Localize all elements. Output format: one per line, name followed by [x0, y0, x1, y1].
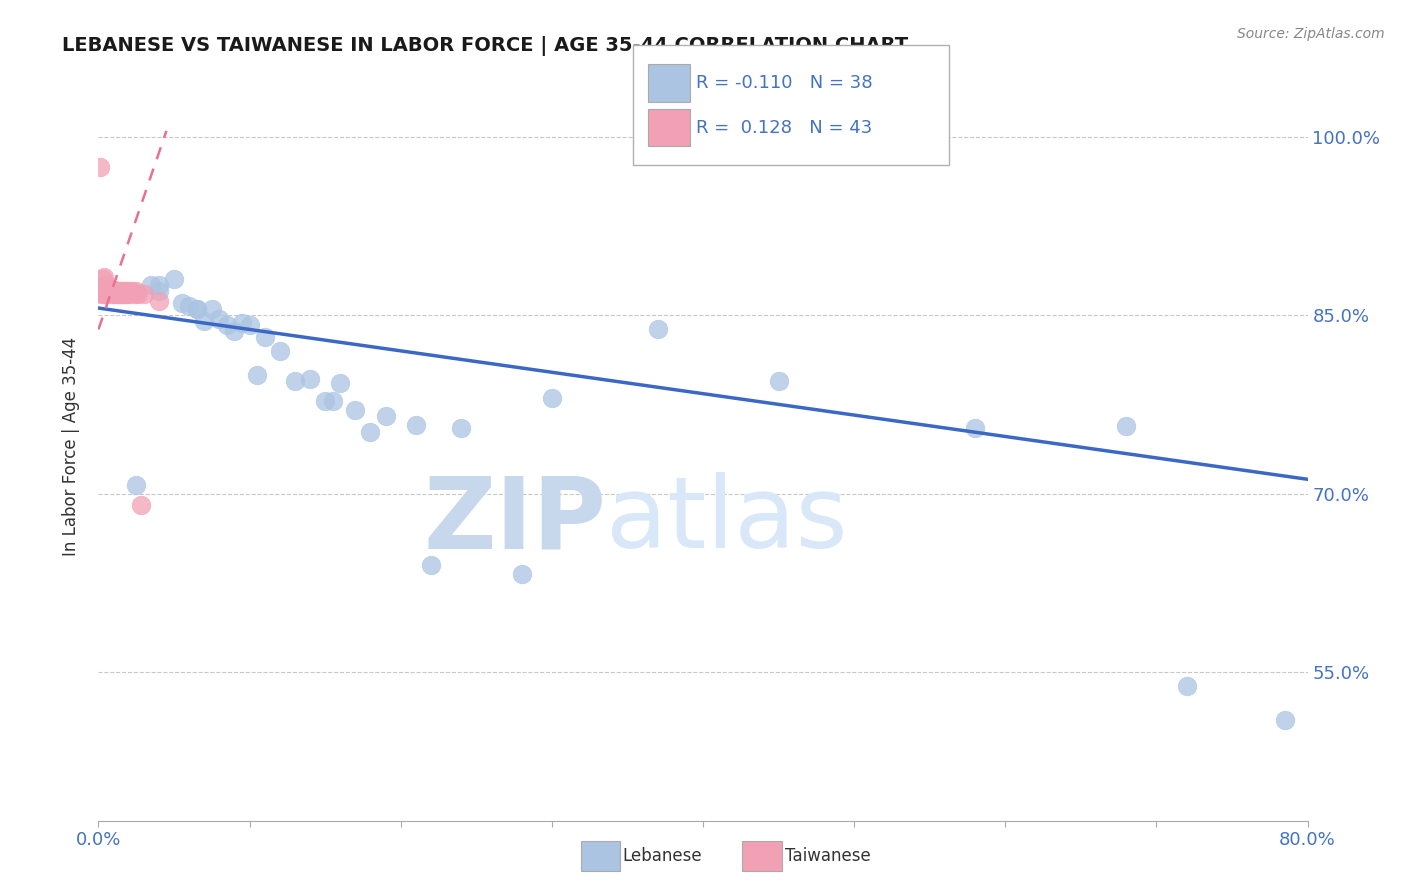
- Point: [98, 285, 121, 299]
- Point: [112, 286, 135, 301]
- Point: [322, 393, 344, 408]
- Point: [179, 299, 201, 313]
- Point: [118, 285, 141, 299]
- Point: [115, 286, 138, 301]
- Point: [110, 286, 132, 301]
- Point: [186, 302, 208, 317]
- Text: atlas: atlas: [606, 473, 848, 569]
- Point: [96, 282, 118, 296]
- Point: [1274, 713, 1296, 727]
- Point: [148, 278, 170, 293]
- Point: [405, 417, 427, 432]
- Point: [121, 285, 143, 299]
- Point: [510, 567, 533, 582]
- Point: [104, 285, 127, 299]
- Point: [93, 270, 115, 285]
- Point: [114, 285, 136, 299]
- Point: [93, 286, 115, 301]
- Point: [91, 272, 114, 286]
- Point: [108, 286, 131, 301]
- Text: LEBANESE VS TAIWANESE IN LABOR FORCE | AGE 35-44 CORRELATION CHART: LEBANESE VS TAIWANESE IN LABOR FORCE | A…: [62, 36, 908, 55]
- Point: [420, 558, 443, 572]
- Point: [112, 285, 135, 299]
- Point: [450, 421, 472, 435]
- Point: [314, 393, 336, 408]
- Point: [360, 425, 382, 439]
- Point: [114, 286, 136, 301]
- Point: [108, 285, 131, 299]
- Point: [141, 278, 163, 293]
- Point: [103, 286, 125, 301]
- Point: [101, 282, 124, 296]
- Point: [94, 286, 117, 301]
- Point: [208, 311, 231, 326]
- Point: [1115, 418, 1137, 433]
- Point: [120, 286, 142, 301]
- Point: [129, 499, 152, 513]
- Point: [111, 286, 134, 301]
- Point: [284, 374, 307, 388]
- Point: [253, 329, 276, 343]
- Point: [98, 282, 121, 296]
- Point: [1175, 679, 1198, 693]
- Point: [100, 282, 122, 296]
- Text: Source: ZipAtlas.com: Source: ZipAtlas.com: [1237, 27, 1385, 41]
- Point: [124, 286, 146, 301]
- Point: [246, 368, 269, 382]
- Point: [224, 324, 246, 338]
- Point: [89, 160, 111, 174]
- Point: [104, 285, 127, 299]
- Point: [344, 403, 367, 417]
- Point: [110, 285, 132, 299]
- Point: [107, 286, 129, 301]
- Point: [329, 376, 352, 390]
- Text: R = -0.110   N = 38: R = -0.110 N = 38: [696, 74, 873, 92]
- Point: [100, 285, 122, 299]
- Point: [96, 285, 118, 299]
- Point: [90, 286, 112, 301]
- Point: [103, 285, 125, 299]
- Point: [105, 286, 128, 301]
- Point: [105, 285, 128, 299]
- Point: [186, 302, 208, 317]
- Point: [125, 478, 148, 492]
- Point: [94, 278, 117, 293]
- Point: [111, 285, 134, 299]
- Y-axis label: In Labor Force | Age 35-44: In Labor Force | Age 35-44: [62, 336, 80, 556]
- Point: [163, 272, 186, 286]
- Point: [125, 285, 148, 299]
- Point: [148, 293, 170, 308]
- Point: [132, 286, 155, 301]
- Point: [269, 343, 291, 358]
- Text: Lebanese: Lebanese: [623, 847, 703, 865]
- Text: R =  0.128   N = 43: R = 0.128 N = 43: [696, 119, 872, 136]
- Point: [127, 286, 149, 301]
- Point: [215, 318, 238, 332]
- Point: [540, 392, 562, 406]
- Point: [239, 318, 262, 332]
- Text: Taiwanese: Taiwanese: [785, 847, 870, 865]
- Point: [231, 317, 253, 331]
- Point: [965, 421, 987, 435]
- Point: [101, 286, 124, 301]
- Point: [201, 302, 224, 317]
- Point: [768, 374, 790, 388]
- Point: [170, 296, 193, 310]
- Point: [148, 285, 170, 299]
- Point: [374, 409, 396, 424]
- Point: [193, 314, 215, 328]
- Point: [107, 285, 129, 299]
- Point: [299, 372, 322, 386]
- Point: [647, 322, 669, 336]
- Text: ZIP: ZIP: [423, 473, 606, 569]
